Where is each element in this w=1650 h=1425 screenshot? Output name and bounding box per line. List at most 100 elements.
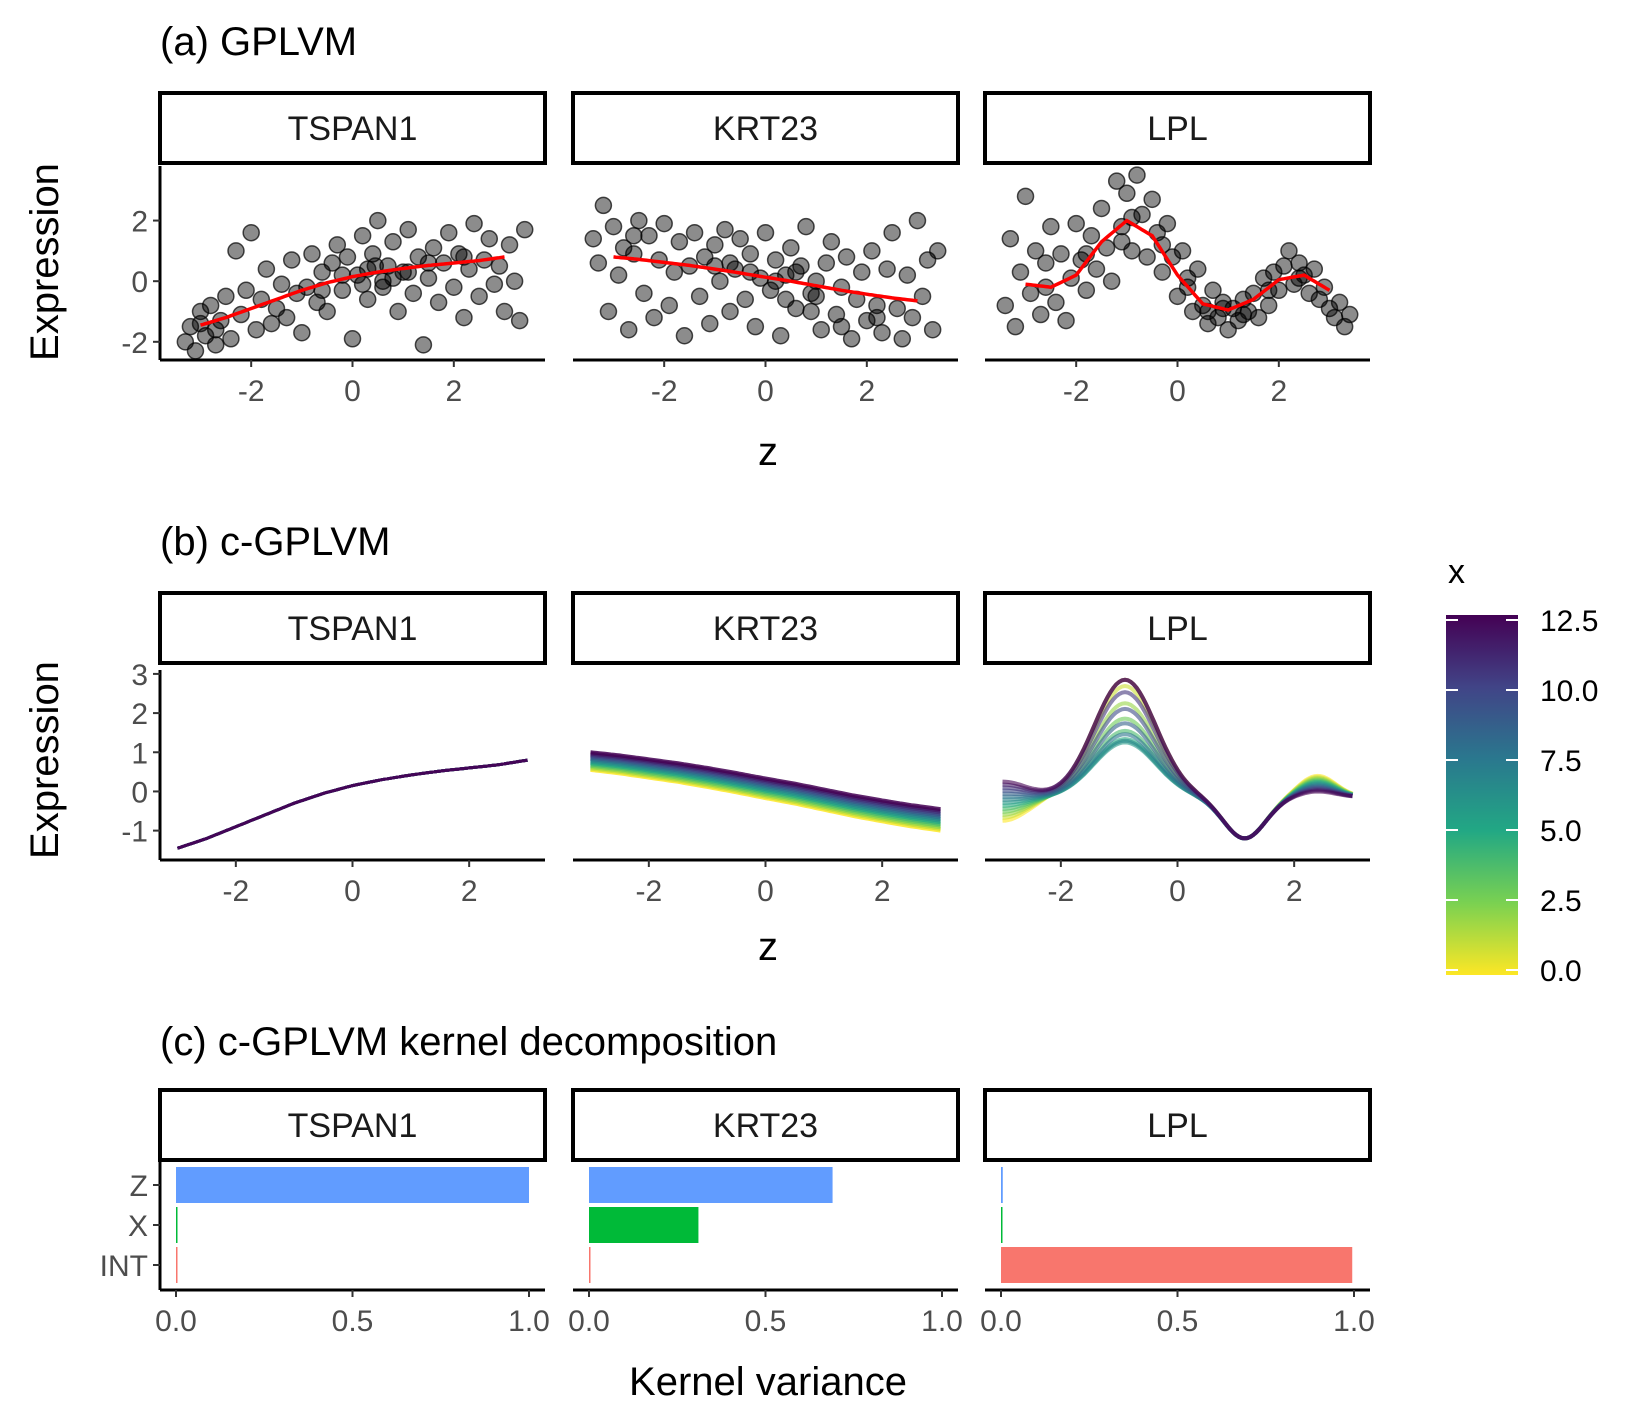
data-point: [1204, 281, 1222, 300]
data-point: [594, 196, 613, 215]
data-point: [858, 311, 876, 330]
data-point: [1320, 299, 1339, 318]
data-point: [1011, 263, 1030, 281]
data-point: [343, 330, 362, 348]
x-tick-label: 2: [445, 375, 462, 408]
data-point: [928, 242, 947, 260]
data-point: [614, 239, 633, 257]
data-point: [923, 320, 942, 339]
data-point: [515, 220, 534, 239]
data-point: [1057, 311, 1075, 330]
data-point: [878, 260, 896, 278]
data-point: [455, 308, 473, 327]
data-point: [812, 320, 830, 339]
facet-krt23: KRT23 -2 0 2: [571, 91, 960, 408]
data-point: [1300, 284, 1318, 303]
data-point: [635, 284, 653, 303]
y-tick-label: X: [128, 1210, 148, 1243]
facet-lpl: LPL -2 0 2: [983, 591, 1372, 908]
data-point: [328, 236, 347, 254]
data-point: [1183, 302, 1202, 321]
x-tick-label: 0.0: [155, 1305, 197, 1338]
data-point: [756, 223, 775, 242]
x-tick-label: -2: [635, 875, 662, 908]
data-point: [206, 336, 225, 354]
data-point: [237, 281, 255, 300]
data-point: [721, 254, 739, 272]
facet-strip: [158, 1088, 547, 1162]
data-point: [670, 233, 689, 251]
series-line: [177, 758, 528, 850]
data-point: [186, 342, 205, 360]
series-line: [1002, 677, 1353, 841]
data-point: [1153, 263, 1172, 281]
y-tick-label: Z: [130, 1170, 148, 1203]
series-line: [177, 758, 528, 850]
facet-tspan1: TSPAN1 -2 0 2 -1 0 1 2 3: [121, 591, 547, 908]
facet-strip: [983, 591, 1372, 665]
data-point: [619, 320, 638, 339]
data-point: [893, 330, 912, 348]
data-point: [272, 275, 291, 293]
data-point: [822, 233, 841, 251]
series-line: [177, 758, 528, 850]
data-point: [782, 239, 800, 257]
panel-b-facets: TSPAN1 -2 0 2 -1 0 1 2 3 KRT23 -2 0 2 LPL -2 0 2: [121, 591, 1372, 908]
data-point: [604, 217, 623, 236]
data-point: [761, 281, 780, 300]
x-tick-label: -2: [1063, 375, 1090, 408]
data-point: [424, 239, 443, 257]
facet-strip-label: KRT23: [713, 610, 818, 648]
data-point: [898, 266, 917, 284]
data-point: [485, 275, 504, 293]
panel-b-ylabel: Expression: [23, 661, 67, 859]
data-point: [1259, 296, 1278, 315]
x-tick-label: 0: [1169, 375, 1186, 408]
data-point: [706, 236, 724, 254]
bar-z: [176, 1167, 529, 1203]
data-point: [883, 223, 901, 242]
bar-int: [589, 1247, 591, 1283]
facet-strip-label: TSPAN1: [288, 110, 418, 148]
x-tick-label: 2: [1270, 375, 1287, 408]
x-tick-label: 0.0: [568, 1305, 610, 1338]
data-point: [217, 287, 235, 306]
data-point: [201, 296, 220, 315]
data-point: [873, 323, 891, 342]
data-point: [908, 211, 927, 230]
data-point: [500, 236, 519, 254]
data-point: [1209, 308, 1227, 327]
data-point: [1173, 242, 1192, 260]
facet-strip: [158, 591, 547, 665]
data-point: [282, 251, 301, 269]
data-point: [465, 214, 483, 233]
data-point: [369, 211, 387, 230]
facet-lpl: LPL 0.0 0.5 1.0: [980, 1088, 1375, 1338]
x-tick-label: 0.5: [332, 1305, 374, 1338]
series-line: [177, 758, 528, 850]
data-point: [771, 327, 790, 345]
data-point: [913, 287, 932, 306]
data-point: [741, 245, 760, 263]
data-point: [716, 220, 734, 239]
legend-tick-label: 12.5: [1540, 605, 1598, 638]
x-tick-label: 1.0: [921, 1305, 963, 1338]
data-point: [242, 223, 260, 242]
data-point: [1234, 305, 1253, 324]
data-point: [832, 317, 851, 336]
data-point: [1330, 293, 1349, 312]
facet-strip: [983, 91, 1372, 165]
data-point: [1067, 214, 1085, 233]
data-point: [222, 330, 240, 348]
x-tick-label: 0.0: [980, 1305, 1022, 1338]
series-line: [177, 758, 528, 850]
data-point: [721, 302, 739, 321]
data-point: [1037, 254, 1055, 272]
legend-tick-label: 10.0: [1540, 675, 1598, 708]
facet-strip-label: LPL: [1147, 610, 1208, 648]
data-point: [1031, 305, 1050, 324]
fit-line: [1025, 218, 1331, 312]
facet-strip: [571, 591, 960, 665]
x-tick-label: 1.0: [1333, 1305, 1375, 1338]
data-point: [736, 290, 754, 309]
